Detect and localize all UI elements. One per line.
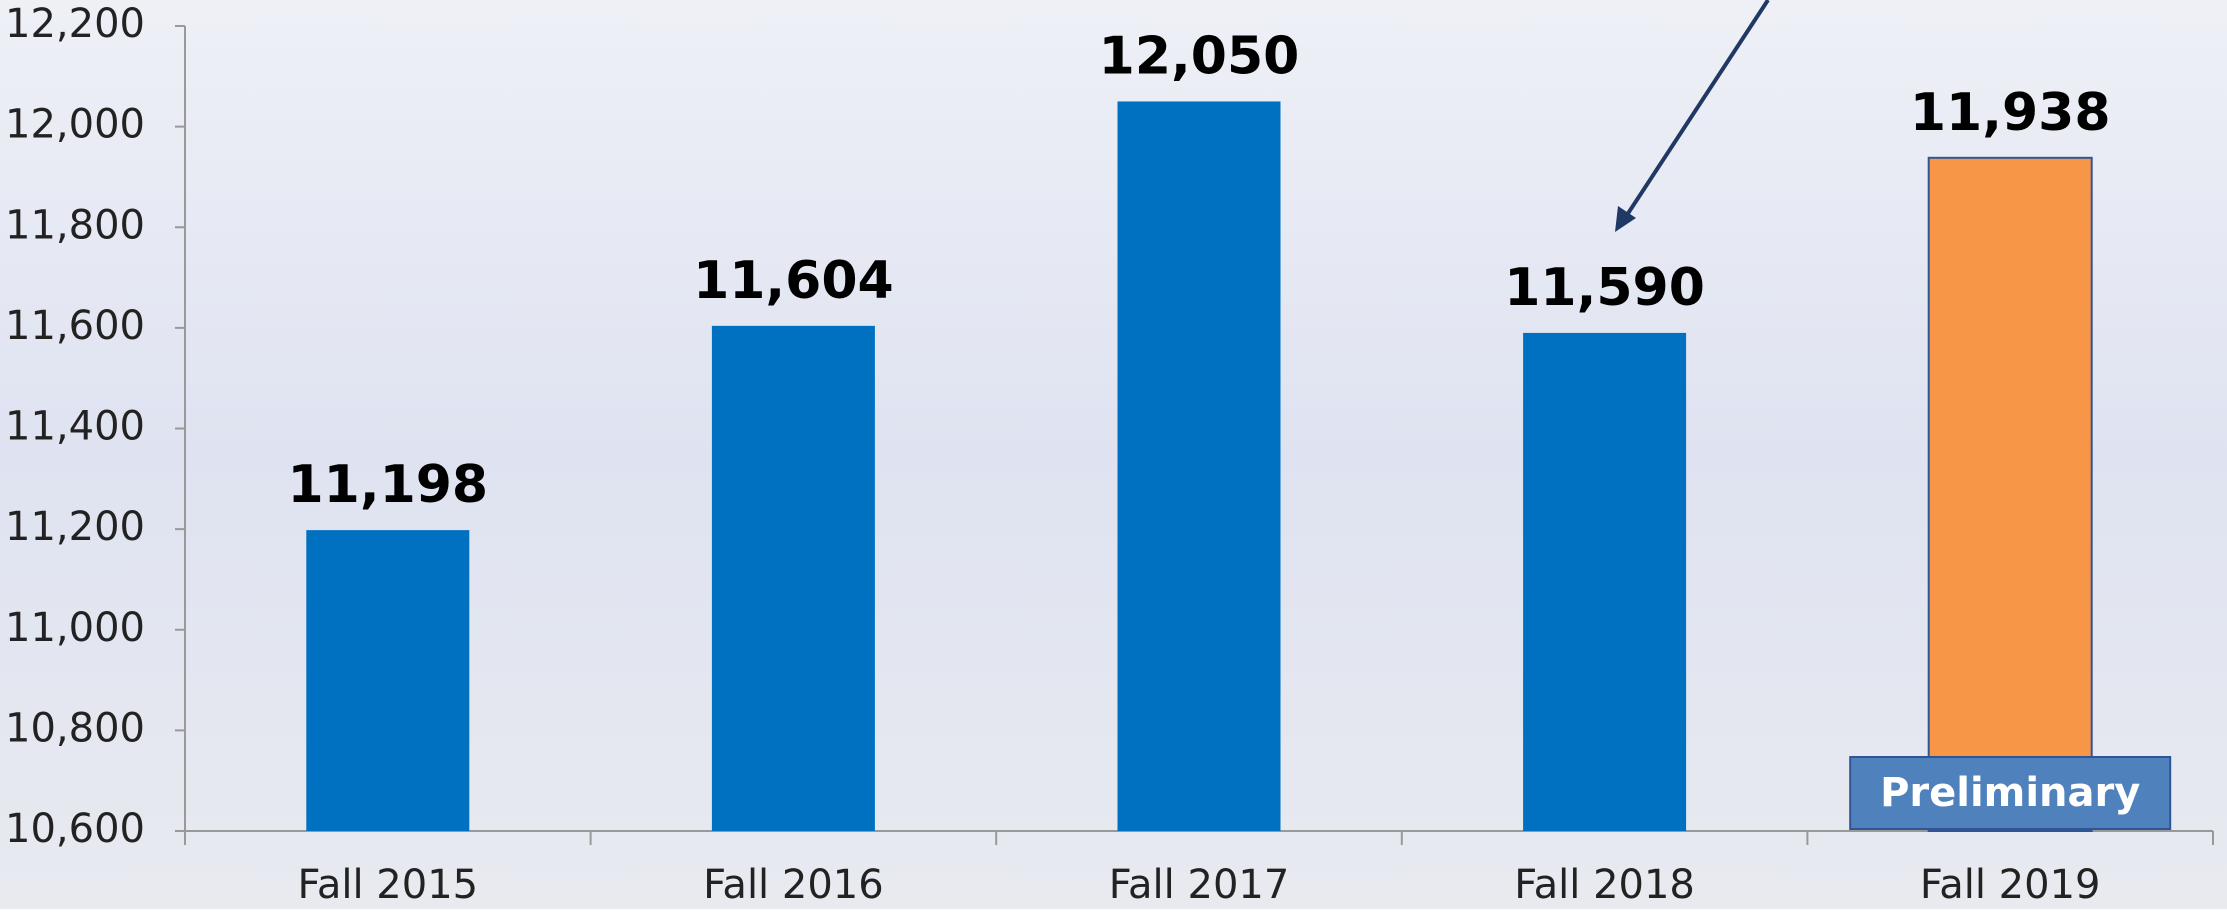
- y-tick-label: 12,000: [5, 102, 145, 148]
- bar: [306, 530, 470, 831]
- y-tick-label: 11,600: [5, 303, 145, 349]
- y-tick-label: 11,200: [5, 504, 145, 550]
- y-tick-label: 11,400: [5, 404, 145, 450]
- value-label: 11,198: [287, 455, 488, 515]
- x-tick-label: Fall 2018: [1514, 862, 1695, 908]
- y-tick-label: 10,800: [5, 705, 145, 751]
- y-tick-label: 10,600: [5, 806, 145, 852]
- x-tick-label: Fall 2016: [703, 862, 884, 908]
- arrow: [1623, 0, 1770, 220]
- y-tick-label: 11,000: [5, 605, 145, 651]
- value-label: 11,938: [1910, 83, 2111, 143]
- x-tick-label: Fall 2017: [1109, 862, 1290, 908]
- annotation-box: [1849, 756, 2172, 830]
- value-label: 12,050: [1099, 26, 1300, 86]
- bar: [1927, 156, 2093, 833]
- value-label: 11,604: [693, 251, 894, 311]
- bar: [711, 325, 875, 831]
- y-tick-label: 12,200: [5, 1, 145, 47]
- annotation: Preliminary: [1880, 770, 2140, 816]
- x-tick-label: Fall 2019: [1920, 862, 2101, 908]
- y-tick-label: 11,800: [5, 202, 145, 248]
- arrow-head: [1615, 206, 1636, 232]
- bar: [1523, 332, 1687, 831]
- value-label: 11,590: [1504, 258, 1705, 318]
- bar: [1117, 101, 1281, 831]
- x-tick-label: Fall 2015: [298, 862, 479, 908]
